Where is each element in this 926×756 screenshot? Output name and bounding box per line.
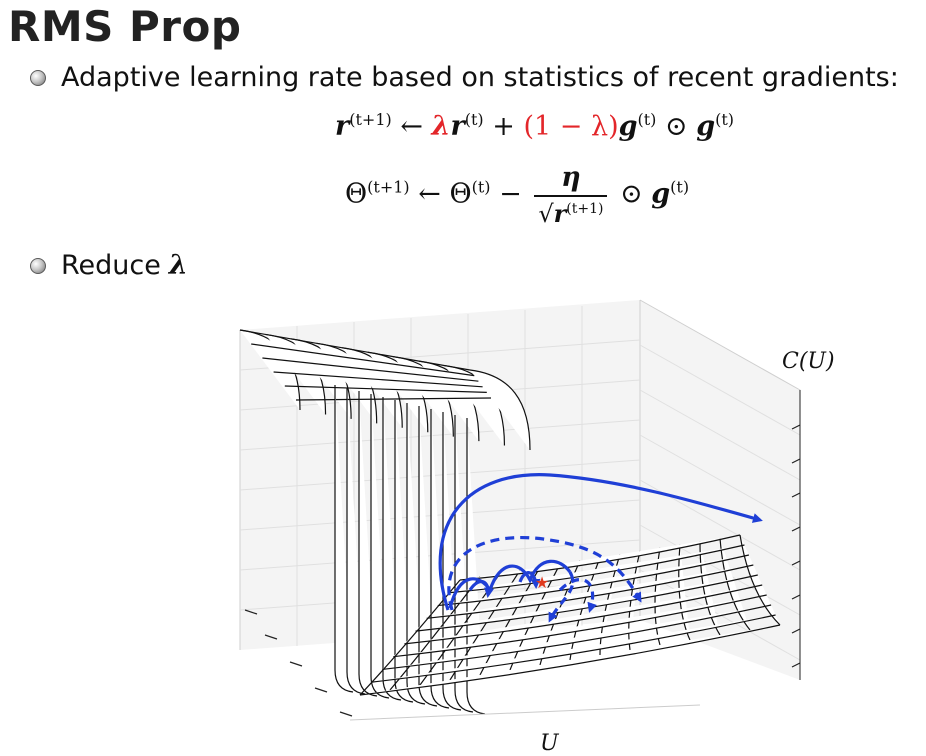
slide-title: RMS Prop [8, 2, 242, 51]
gridline [239, 499, 641, 531]
z-tick [791, 662, 801, 668]
x-tick [314, 687, 328, 693]
eq-symbol: g [618, 111, 638, 142]
mesh-line [437, 554, 750, 607]
gridline [639, 524, 801, 616]
gridline [639, 389, 801, 481]
eq-symbol: Θ [345, 178, 368, 210]
bullet-adaptive-lr: Adaptive learning rate based on statisti… [30, 62, 899, 93]
eq-sup: (t) [471, 177, 491, 197]
mesh-line [426, 564, 754, 619]
trajectory-solid-left [468, 579, 495, 598]
mesh-line [382, 604, 772, 671]
mesh-line [295, 397, 492, 401]
eq-symbol: g [696, 111, 716, 142]
eq-sup: (t+1) [566, 201, 604, 217]
trajectory-solid-hops [448, 559, 572, 609]
eq-one-minus-lambda: (1 − λ) [523, 111, 619, 142]
mesh-line [466, 418, 486, 715]
rmsprop-3d-figure: ★ C(U) U [239, 299, 835, 756]
mesh-line [273, 371, 483, 388]
bullet-icon [30, 69, 46, 86]
equation-r-update: r(t+1) ← λr(t) + (1 − λ)g(t) ⊙ g(t) [335, 110, 734, 142]
z-tick [791, 526, 801, 532]
mesh-line [393, 594, 767, 658]
z-tick [791, 628, 801, 634]
bullet-text: Adaptive learning rate based on statisti… [61, 62, 899, 93]
eq-plus: + [492, 111, 515, 142]
z-axis [791, 390, 801, 680]
gridline [639, 434, 801, 526]
eq-sup: (t) [670, 177, 690, 197]
z-tick [791, 458, 801, 464]
x-axis-label: U [540, 731, 560, 756]
eq-sup: (t) [715, 110, 735, 129]
optimization-trajectories [438, 473, 763, 623]
mesh-line [251, 343, 475, 377]
mesh-line [359, 579, 461, 696]
x-tick [339, 711, 353, 717]
mesh-line [239, 329, 471, 371]
eq-sup: (t) [464, 110, 484, 129]
z-tick [791, 492, 801, 498]
trajectory-dashed-upper [447, 535, 642, 611]
eq-sup: (t+1) [367, 177, 410, 197]
mesh-line [262, 357, 479, 382]
z-axis-label: C(U) [782, 349, 835, 374]
bullet-reduce-lambda: Reduce λ [30, 250, 188, 281]
bullet-icon [30, 257, 46, 274]
bullet-text: Reduce [61, 250, 161, 281]
equation-theta-update: Θ(t+1) ← Θ(t) − η √r(t+1) ⊙ g(t) [345, 162, 689, 228]
eq-arrow: ← [400, 111, 423, 142]
minimum-star-icon: ★ [535, 575, 549, 592]
eq-symbol: g [651, 178, 671, 210]
eq-minus: − [499, 178, 522, 210]
eq-numerator: η [561, 162, 581, 193]
mesh-line [284, 385, 487, 393]
trajectory-dashed-right [558, 578, 597, 613]
eq-sup: (t) [637, 110, 657, 129]
x-axis-line [349, 704, 701, 721]
mesh-line [404, 584, 763, 645]
eq-arrow: ← [418, 178, 441, 210]
lambda-symbol: λ [168, 250, 188, 281]
x-tick [264, 634, 278, 640]
gridline [239, 419, 641, 451]
eq-symbol: r [335, 111, 350, 142]
trajectory-dashed-lower [548, 571, 575, 623]
eq-fraction: η √r(t+1) [534, 162, 608, 228]
eq-odot: ⊙ [620, 178, 643, 210]
eq-denominator: √r(t+1) [534, 195, 608, 228]
gridline [639, 344, 801, 436]
x-tick [289, 661, 303, 667]
x-tick [244, 609, 258, 615]
eq-symbol: r [553, 199, 567, 228]
sqrt-icon: √ [538, 200, 554, 228]
z-tick [791, 594, 801, 600]
mesh-line [739, 534, 781, 626]
gridline [239, 459, 641, 491]
trajectory-solid-mid [518, 571, 541, 589]
eq-odot: ⊙ [665, 111, 688, 142]
eq-symbol: r [450, 111, 465, 142]
eq-symbol: Θ [449, 178, 472, 210]
mesh-line [469, 369, 531, 451]
z-tick [791, 424, 801, 430]
z-tick [791, 560, 801, 566]
x-axis-ticks [244, 609, 353, 717]
eq-sup: (t+1) [349, 110, 392, 129]
mesh-line [359, 624, 781, 696]
eq-lambda: λ [431, 111, 451, 142]
trajectory-large-lr [438, 473, 763, 611]
